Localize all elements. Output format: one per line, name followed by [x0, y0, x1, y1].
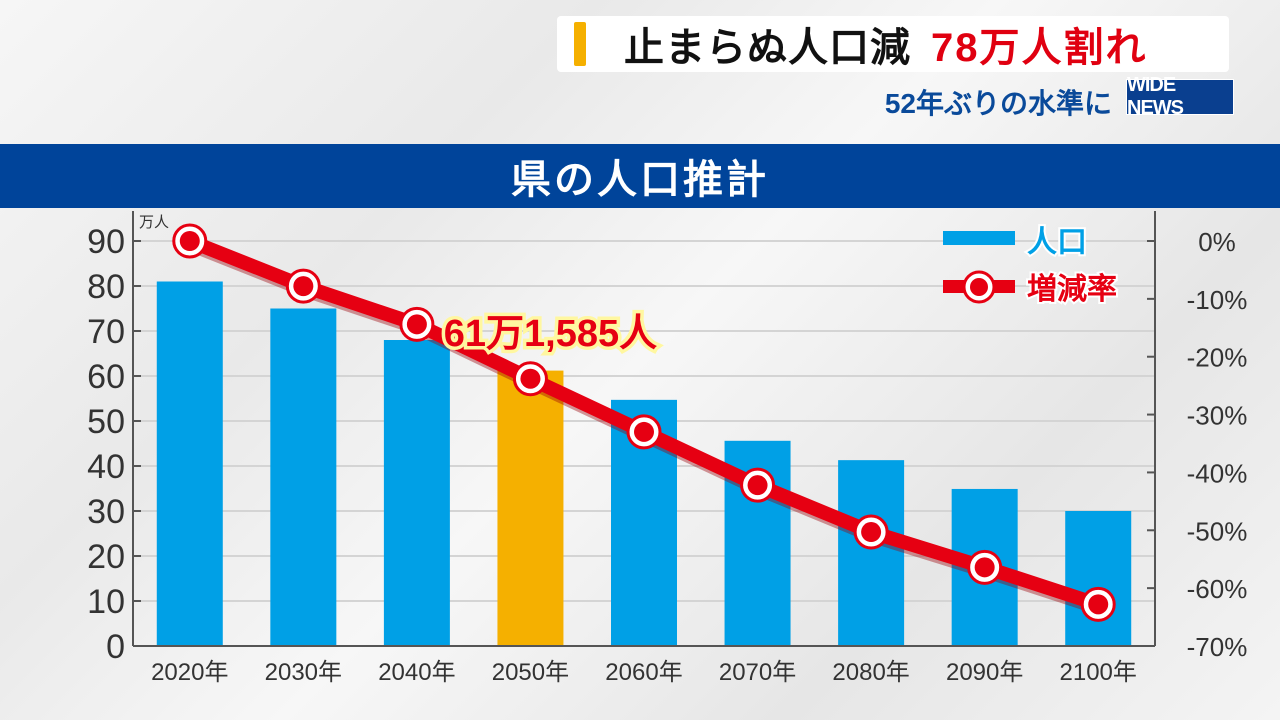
- line-point-inner: [861, 522, 882, 543]
- line-point-inner: [1088, 594, 1109, 615]
- y2-tick-label: -30%: [1187, 401, 1248, 431]
- x-tick-label: 2050年: [492, 659, 569, 686]
- headline-highlight: 78万人割れ: [931, 26, 1148, 70]
- x-tick-label: 2060年: [605, 659, 682, 686]
- bar-2050年: [497, 370, 564, 646]
- y-tick-label: 90: [87, 223, 125, 261]
- bar-2080年: [838, 460, 905, 646]
- y2-tick-label: -60%: [1187, 574, 1248, 604]
- line-point-inner: [634, 421, 654, 442]
- chart-title: 県の人口推計: [0, 144, 1280, 208]
- y-tick-label: 50: [87, 403, 125, 441]
- y2-tick-label: -70%: [1187, 632, 1248, 662]
- bar-2040年: [383, 340, 450, 646]
- bar-2020年: [156, 281, 223, 646]
- legend-bar-swatch: [943, 231, 1015, 245]
- y-tick-label: 80: [87, 268, 125, 306]
- x-tick-label: 2100年: [1060, 659, 1137, 686]
- legend-bar-label: 人口: [1027, 226, 1087, 259]
- legend-line-marker-inner: [970, 278, 988, 296]
- annotation-label: 61万1,585人: [444, 313, 657, 355]
- headline-text: 止まらぬ人口減: [624, 26, 911, 70]
- line-point-inner: [179, 231, 200, 251]
- y2-tick-label: -10%: [1187, 285, 1248, 315]
- y-tick-label: 20: [87, 538, 125, 576]
- x-tick-label: 2090年: [946, 659, 1023, 686]
- headline-accent: [574, 22, 586, 66]
- line-point-inner: [747, 475, 768, 496]
- subtitle: 52年ぶりの水準に: [884, 88, 1112, 119]
- y-tick-label: 0: [106, 628, 125, 666]
- line-point-inner: [406, 314, 427, 335]
- y2-tick-label: -50%: [1187, 516, 1248, 546]
- y2-tick-label: 0%: [1198, 227, 1236, 257]
- bar-2100年: [1065, 511, 1132, 646]
- line-point-inner: [293, 276, 314, 297]
- y-unit-label: 万人: [139, 214, 169, 231]
- headline-box: 止まらぬ人口減 78万人割れ: [557, 16, 1229, 72]
- x-tick-label: 2030年: [265, 659, 342, 686]
- y-tick-label: 60: [87, 358, 125, 396]
- legend-line-label: 増減率: [1027, 273, 1117, 306]
- y2-tick-label: -40%: [1187, 458, 1248, 488]
- y-tick-label: 40: [87, 448, 125, 486]
- y-tick-label: 10: [87, 583, 125, 621]
- y-tick-label: 70: [87, 313, 125, 351]
- x-tick-label: 2020年: [151, 659, 228, 686]
- x-tick-label: 2070年: [719, 659, 796, 686]
- x-tick-label: 2040年: [378, 659, 455, 686]
- bar-2030年: [270, 308, 337, 646]
- x-tick-label: 2080年: [832, 659, 909, 686]
- line-point-inner: [974, 557, 995, 578]
- y2-tick-label: -20%: [1187, 343, 1248, 373]
- wide-news-logo: WIDE NEWS: [1126, 74, 1234, 119]
- line-point-inner: [520, 368, 541, 389]
- y-tick-label: 30: [87, 493, 125, 531]
